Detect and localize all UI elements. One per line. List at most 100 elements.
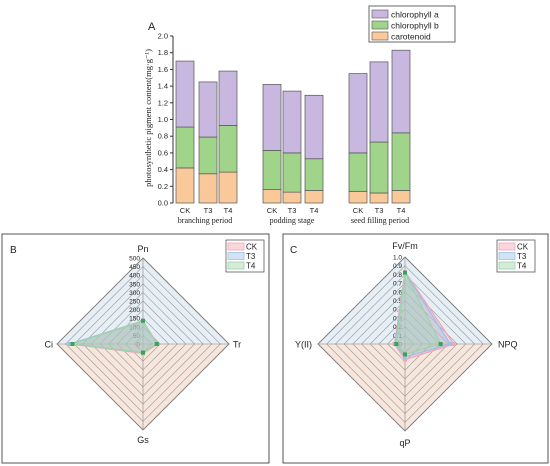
radar-scale-label: 0 (136, 342, 140, 349)
bar-segment-carotenoid (175, 167, 195, 204)
radar-scale-label: 50 (133, 333, 141, 340)
legend-swatch (371, 9, 389, 19)
legend-swatch (371, 31, 389, 41)
y-tick-label: 1.8 (158, 48, 168, 57)
legend-label: CK (517, 243, 529, 252)
legend-label: T4 (246, 262, 256, 271)
x-tick-label: T4 (310, 206, 319, 215)
bar-segment-carotenoid (348, 190, 368, 204)
y-tick-label: 2.0 (158, 32, 168, 41)
radar-axis-label: Gs (137, 435, 149, 445)
x-tick-label: T3 (288, 206, 297, 215)
bar-segment-chlorophyll-a (218, 70, 238, 126)
radar-scale-label: 450 (129, 264, 140, 271)
bar-segment-carotenoid (304, 190, 324, 204)
panel-a-stacked-bar-chart: A photosynthetic pigment content(mg·g⁻¹)… (143, 5, 456, 226)
legend-box (496, 239, 536, 273)
radar-scale-label: 0.5 (393, 298, 402, 305)
radar-scale-label: 1.0 (393, 255, 402, 262)
radar-point (448, 342, 453, 346)
y-tick-label: 0.4 (158, 165, 168, 174)
panel-a-y-axis-label: photosynthetic pigment content(mg·g⁻¹) (143, 49, 153, 187)
bar-segment-carotenoid (391, 190, 411, 204)
radar-point (394, 342, 399, 346)
x-tick-label: T4 (397, 206, 406, 215)
radar-scale-label: 0.9 (393, 263, 402, 270)
radar-axis-label: Ci (45, 340, 54, 350)
bar-segment-chlorophyll-a (262, 84, 282, 151)
radar-point (403, 357, 407, 362)
legend-swatch (227, 252, 245, 260)
bar-segment-chlorophyll-a (391, 49, 411, 134)
legend-swatch (227, 261, 245, 270)
x-tick-label: CK (353, 206, 363, 215)
radar-scale-label: 150 (129, 316, 140, 323)
radar-point (141, 350, 145, 355)
radar-scale-label: 0.4 (393, 307, 402, 314)
bar-segment-carotenoid (262, 189, 282, 204)
radar-scale-label: 0.6 (393, 289, 402, 296)
radar-point (403, 270, 407, 275)
radar-axis-label: Y(II) (295, 340, 312, 350)
radar-scale-label: 500 (129, 256, 140, 263)
radar-scale-label: 0.8 (393, 272, 402, 279)
bar-segment-chlorophyll-b (198, 136, 218, 175)
bar-segment-chlorophyll-a (348, 73, 368, 154)
y-tick-label: 0.2 (158, 182, 168, 191)
panel-b-label: B (10, 245, 17, 256)
radar-axis-label: qP (399, 438, 410, 448)
bar-segment-chlorophyll-b (369, 141, 389, 194)
legend-label: T3 (517, 252, 527, 261)
x-group-label: podding stage (270, 216, 315, 225)
bar-segment-chlorophyll-a (198, 81, 218, 138)
y-tick-label: 1.6 (158, 65, 168, 74)
bar-segment-chlorophyll-a (175, 60, 195, 128)
legend-label: carotenoid (391, 32, 431, 42)
legend-label: chlorophyll b (391, 21, 439, 31)
legend-label: T3 (246, 252, 256, 261)
panel-a-axes: 0.0 0.2 0.4 0.6 0.8 1.0 1.2 1.4 1.6 1.8 2.0 CK T3 T4 C… (158, 32, 410, 226)
radar-point (141, 318, 145, 323)
radar-scale-label: 100 (129, 324, 140, 331)
radar-point (403, 355, 407, 360)
bar-segment-carotenoid (198, 173, 218, 204)
panel-a-bars (175, 49, 411, 204)
panel-c-frame (282, 233, 549, 464)
bar-segment-chlorophyll-b (218, 124, 238, 173)
x-group-label: branching period (178, 216, 232, 225)
panel-b-frame (1, 233, 270, 464)
radar-scale-label: 0.7 (393, 281, 402, 288)
y-tick-label: 1.4 (158, 82, 168, 91)
x-tick-label: T3 (375, 206, 384, 215)
y-tick-label: 1.0 (158, 115, 168, 124)
legend-swatch (498, 242, 516, 251)
x-group-label: seed filling period (351, 216, 409, 225)
panel-a-label: A (148, 21, 156, 33)
bar-segment-chlorophyll-a (304, 94, 324, 160)
legend-label: T4 (517, 262, 527, 271)
radar-scale-label: 300 (129, 290, 140, 297)
bar-segment-chlorophyll-b (262, 150, 282, 190)
radar-point (67, 342, 72, 346)
radar-scale-label: 250 (129, 299, 140, 306)
panel-c-radar: 00.10.20.30.40.50.60.70.80.91.0Fv/FmNPQq… (295, 241, 518, 448)
bar-segment-chlorophyll-b (175, 126, 195, 169)
legend-swatch (498, 261, 516, 270)
y-tick-label: 0.0 (158, 199, 168, 208)
radar-axis-label: Fv/Fm (392, 241, 418, 251)
x-tick-label: T3 (204, 206, 213, 215)
legend-box (225, 239, 265, 273)
bar-segment-chlorophyll-b (391, 132, 411, 191)
x-tick-label: T4 (224, 206, 233, 215)
radar-scale-label: 350 (129, 281, 140, 288)
bar-segment-chlorophyll-b (304, 158, 324, 191)
legend-swatch (498, 252, 516, 260)
radar-point (70, 342, 75, 346)
legend-swatch (371, 20, 389, 30)
radar-point (438, 342, 443, 346)
radar-scale-label: 200 (129, 307, 140, 314)
